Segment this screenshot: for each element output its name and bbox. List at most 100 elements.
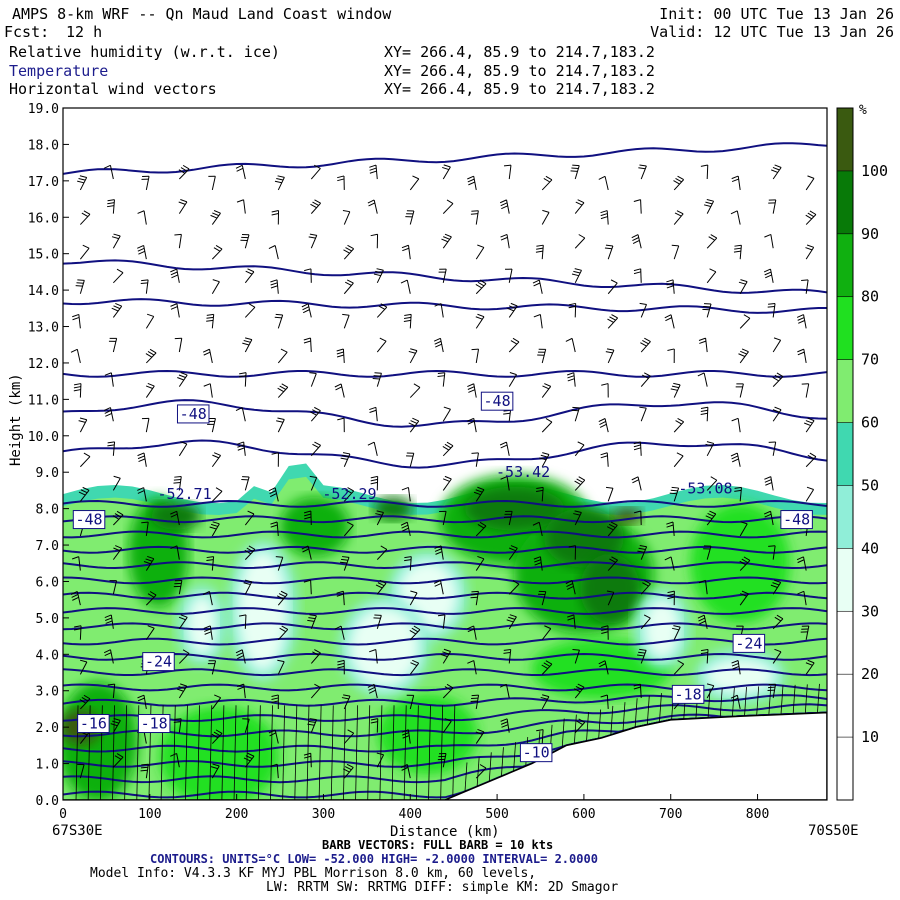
wind-barb: [573, 683, 585, 699]
wind-barb: [207, 417, 216, 433]
wind-barb: [277, 383, 289, 398]
wind-barb: [238, 372, 247, 387]
wind-barb: [367, 441, 378, 456]
wind-barb: [467, 175, 477, 191]
wind-barb: [173, 476, 182, 491]
y-tick-label: 14.0: [28, 284, 59, 299]
wind-barb: [104, 372, 114, 387]
wind-barb: [401, 486, 411, 502]
colorbar-label: 40: [861, 539, 879, 557]
terrain-profile: [63, 711, 827, 800]
wind-barb: [499, 683, 510, 699]
x-tick-label: 700: [659, 807, 682, 822]
wind-barb: [541, 625, 552, 641]
wind-barb: [667, 348, 675, 363]
wind-barb: [639, 406, 647, 422]
wind-barb: [276, 417, 285, 433]
wind-barb: [210, 763, 220, 779]
wind-barb-lowlevel: [197, 705, 200, 800]
wind-barb: [763, 510, 774, 526]
wind-barb: [772, 648, 782, 664]
wind-barb: [508, 337, 520, 353]
wind-barb: [664, 556, 675, 571]
wind-barb: [669, 486, 680, 502]
wind-barb: [343, 244, 355, 260]
wind-barb: [310, 406, 321, 422]
wind-barb: [337, 175, 345, 190]
wind-barb-lowlevel: [440, 705, 444, 800]
wind-barb-lowlevel: [112, 705, 115, 800]
wind-barb: [698, 579, 708, 595]
wind-barb-lowlevel: [768, 685, 772, 716]
wind-barb: [367, 683, 378, 699]
wind-barb: [570, 164, 580, 180]
wind-barb-lowlevel: [756, 686, 760, 716]
wind-barb: [210, 210, 221, 225]
temperature-contour: [63, 142, 827, 175]
wind-barb: [768, 545, 776, 560]
wind-barb: [772, 337, 782, 353]
wind-barb: [536, 729, 544, 744]
wind-barb: [763, 268, 774, 283]
wind-barb: [442, 406, 451, 422]
wind-barb: [310, 199, 322, 214]
wind-barb: [700, 406, 709, 422]
wind-barb: [176, 683, 188, 699]
wind-barb: [376, 337, 387, 353]
temperature-label: -48: [783, 511, 810, 529]
wind-barb: [640, 337, 651, 353]
wind-barb: [178, 199, 188, 214]
wind-barb: [703, 198, 715, 214]
wind-barb: [303, 337, 312, 353]
y-tick-label: 7.0: [36, 539, 59, 554]
wind-barb: [370, 233, 379, 249]
wind-barb: [400, 521, 411, 537]
wind-barb: [700, 164, 709, 180]
wind-barb-lowlevel: [780, 685, 784, 715]
wind-barb: [304, 268, 312, 283]
wind-barb: [601, 383, 609, 398]
wind-barb: [79, 659, 88, 675]
x-tick-label: 800: [746, 807, 769, 822]
rh-core-12: [159, 706, 280, 800]
wind-barb-lowlevel: [209, 705, 213, 800]
temperature-contour: [63, 607, 827, 615]
temperature-label-box: [480, 391, 514, 411]
wind-barb: [243, 579, 253, 595]
x-axis-title: Distance (km): [390, 824, 500, 840]
wind-barb: [796, 314, 807, 329]
wind-barb: [244, 545, 256, 560]
wind-barb: [633, 683, 642, 699]
colorbar-segment: [837, 170, 853, 234]
wind-barb: [373, 614, 382, 629]
wind-barb: [78, 417, 88, 433]
temperature-label-box: [176, 404, 210, 424]
wind-barb: [770, 579, 782, 595]
temperature-contour: [63, 711, 827, 738]
colorbar-segment: [837, 737, 853, 800]
temperature-contour: [63, 530, 827, 539]
wind-barb: [108, 337, 118, 353]
wind-barb: [442, 441, 454, 457]
temperature-label: -18: [141, 715, 168, 733]
wind-barb-lowlevel: [185, 705, 188, 800]
wind-barb: [470, 210, 479, 225]
wind-barb: [310, 683, 321, 699]
wind-barb: [440, 648, 452, 664]
temperature-contour: [63, 637, 827, 646]
wind-barb: [475, 521, 487, 537]
wind-barb: [631, 476, 642, 491]
temperature-label-box: [142, 652, 175, 672]
wind-barb: [730, 210, 741, 225]
wind-barb: [373, 268, 384, 284]
wind-barb: [805, 175, 815, 191]
colorbar-segment: [837, 422, 853, 486]
wind-barb-lowlevel: [464, 762, 468, 792]
wind-barb: [574, 441, 585, 457]
wind-barb: [767, 303, 776, 318]
wind-barb: [244, 268, 255, 284]
wind-barb-lowlevel: [306, 705, 310, 800]
wind-barb: [764, 233, 774, 249]
wind-barb: [540, 694, 550, 710]
wind-barb: [800, 625, 810, 640]
